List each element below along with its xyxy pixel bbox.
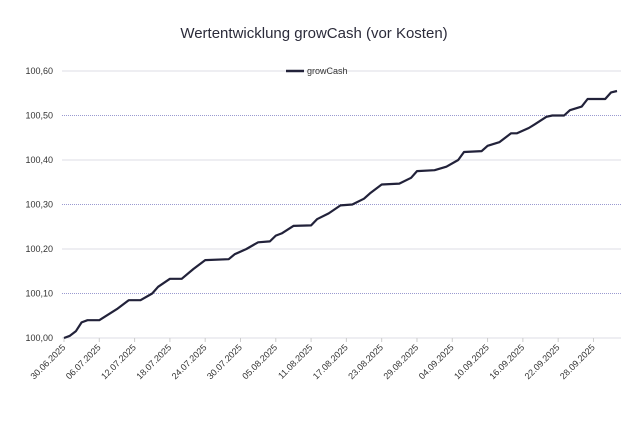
x-tick-label: 30.06.2025 <box>28 342 67 381</box>
series-layer <box>63 89 618 340</box>
x-tick-label: 24.07.2025 <box>170 342 209 381</box>
x-tick-label: 10.09.2025 <box>452 342 491 381</box>
x-tick-label: 05.08.2025 <box>240 342 279 381</box>
x-tick-label: 17.08.2025 <box>311 342 350 381</box>
legend-label-growcash: growCash <box>307 66 348 76</box>
x-tick-label: 04.09.2025 <box>417 342 456 381</box>
y-tick-label: 100,50 <box>25 111 53 121</box>
chart-title: Wertentwicklung growCash (vor Kosten) <box>180 25 447 42</box>
y-tick-label: 100,20 <box>25 244 53 254</box>
x-axis: 30.06.202506.07.202512.07.202518.07.2025… <box>28 338 597 381</box>
x-tick-label: 06.07.2025 <box>64 342 103 381</box>
y-tick-label: 100,30 <box>25 200 53 210</box>
x-tick-label: 30.07.2025 <box>205 342 244 381</box>
x-tick-label: 18.07.2025 <box>134 342 173 381</box>
x-tick-label: 12.07.2025 <box>99 342 138 381</box>
x-tick-label: 28.09.2025 <box>558 342 597 381</box>
x-tick-label: 11.08.2025 <box>276 342 314 380</box>
y-tick-label: 100,10 <box>25 289 53 299</box>
x-tick-label: 29.08.2025 <box>381 342 420 381</box>
legend[interactable]: growCash <box>286 66 348 76</box>
y-tick-label: 100,60 <box>25 66 53 76</box>
x-tick-label: 16.09.2025 <box>487 342 526 381</box>
series-line-growcash <box>63 89 618 340</box>
y-axis: 100,00 100,10 100,20 100,30 100,40 100,50 100,… <box>25 66 53 343</box>
x-tick-label: 23.08.2025 <box>346 342 385 381</box>
gridlines <box>62 70 621 339</box>
y-tick-label: 100,00 <box>25 333 53 343</box>
y-tick-label: 100,40 <box>25 155 53 165</box>
x-tick-label: 22.09.2025 <box>523 342 562 381</box>
